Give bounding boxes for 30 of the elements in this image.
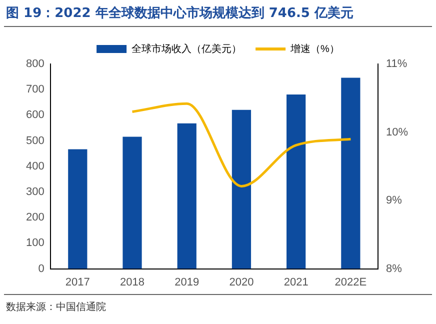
y2-tick-label: 8% [386, 262, 402, 275]
y-tick-label: 400 [26, 160, 44, 172]
bar [232, 110, 252, 269]
y-tick-label: 700 [26, 84, 44, 96]
bar [286, 94, 306, 269]
x-tick-label: 2018 [120, 276, 145, 288]
chart-title: 图 19：2022 年全球数据中心市场规模达到 746.5 亿美元 [6, 4, 354, 22]
y2-tick-label: 10% [386, 126, 408, 138]
y-tick-label: 0 [38, 262, 44, 275]
x-tick-label: 2021 [284, 276, 308, 288]
y-tick-label: 100 [26, 237, 44, 250]
x-tick-label: 2022E [334, 276, 367, 288]
x-tick-label: 2017 [65, 276, 90, 288]
y2-tick-label: 11% [386, 58, 408, 70]
line-series [131, 102, 352, 188]
y-tick-label: 500 [26, 134, 44, 147]
y2-tick-label: 9% [386, 194, 402, 207]
y-tick-label: 300 [26, 186, 44, 198]
y-tick-label: 800 [26, 58, 44, 70]
bar [122, 136, 142, 269]
y-tick-label: 600 [26, 109, 44, 122]
source-note: 数据来源：中国信通院 [6, 300, 106, 314]
legend-label: 全球市场收入（亿美元） [132, 42, 242, 55]
y-tick-label: 200 [26, 212, 44, 224]
legend-label: 增速（%） [290, 42, 340, 55]
x-tick-label: 2020 [229, 276, 254, 288]
bar [177, 123, 196, 269]
bar [341, 78, 360, 269]
x-tick-label: 2019 [174, 276, 200, 288]
bar [68, 149, 88, 269]
